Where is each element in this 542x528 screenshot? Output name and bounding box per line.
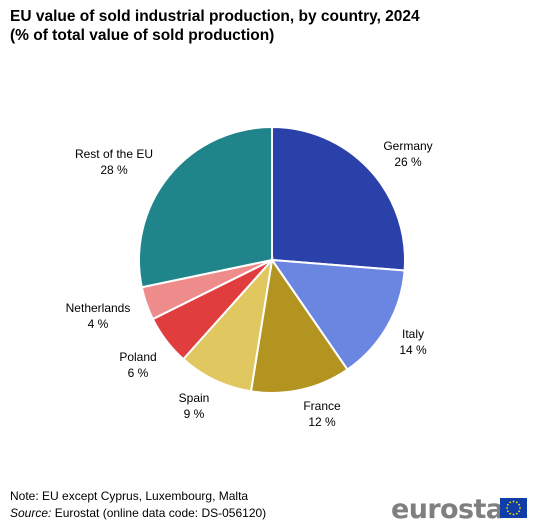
eu-star <box>515 501 518 504</box>
eu-star <box>512 500 515 503</box>
slice-label-rest-of-the-eu: Rest of the EU <box>75 147 153 161</box>
chart-title-block: EU value of sold industrial production, … <box>10 7 530 45</box>
eu-star <box>512 513 515 516</box>
slice-value-netherlands: 4 % <box>88 317 109 331</box>
eu-star <box>506 507 508 509</box>
eu-star <box>509 512 512 515</box>
slice-value-spain: 9 % <box>184 407 205 421</box>
footer: Note: EU except Cyprus, Luxembourg, Malt… <box>10 488 266 522</box>
eu-star <box>518 503 521 506</box>
footer-source: Source: Eurostat (online data code: DS-0… <box>10 505 266 522</box>
slice-label-spain: Spain <box>179 391 210 405</box>
eurostat-logo-text: eurostat <box>391 494 516 525</box>
slice-label-netherlands: Netherlands <box>66 301 131 315</box>
eu-star <box>519 507 521 509</box>
pie-slice-france <box>249 257 349 394</box>
pie-slice-rest-of-the-eu <box>138 125 273 289</box>
slice-label-germany: Germany <box>383 139 432 153</box>
slice-value-poland: 6 % <box>128 366 149 380</box>
slice-value-france: 12 % <box>308 415 336 429</box>
eu-star <box>509 501 512 504</box>
slice-label-france: France <box>303 399 341 413</box>
slice-label-italy: Italy <box>402 327 424 341</box>
source-label: Source: <box>10 506 52 520</box>
pie-slice-germany <box>271 125 406 272</box>
slice-label-poland: Poland <box>119 350 156 364</box>
chart-subtitle: (% of total value of sold production) <box>10 27 275 44</box>
eu-star <box>518 510 521 513</box>
eu-star <box>506 503 509 506</box>
slice-value-italy: 14 % <box>399 343 427 357</box>
pie-slice-italy <box>269 258 406 371</box>
chart-title: EU value of sold industrial production, … <box>10 8 420 25</box>
eu-flag-icon <box>500 498 527 518</box>
footer-note: Note: EU except Cyprus, Luxembourg, Malt… <box>10 489 249 503</box>
eu-star <box>515 512 518 515</box>
slice-value-rest-of-the-eu: 28 % <box>100 163 128 177</box>
source-text: Eurostat (online data code: DS-056120) <box>51 506 267 520</box>
slice-value-germany: 26 % <box>394 155 422 169</box>
eu-star <box>506 510 509 513</box>
